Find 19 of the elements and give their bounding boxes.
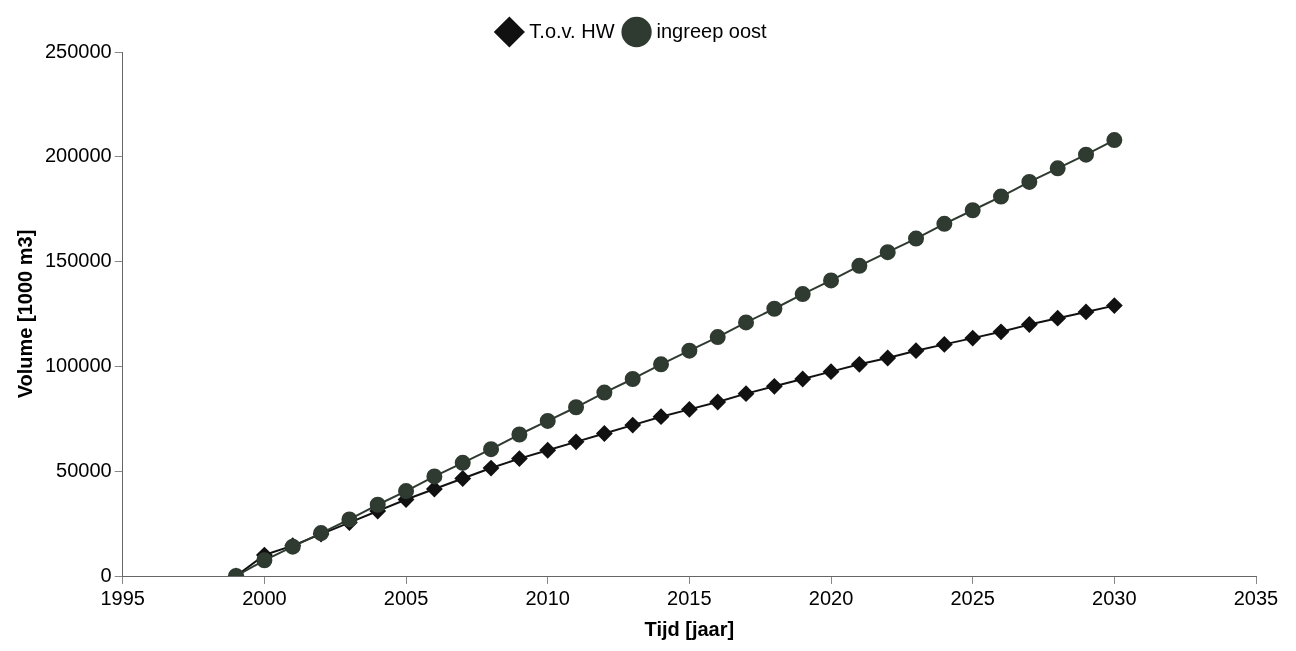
x-tick-label: 2025 (950, 586, 995, 609)
y-axis-title: Volume [1000 m3] (13, 229, 36, 399)
y-tick-label: 50000 (56, 458, 112, 481)
legend-label: ingreep oost (656, 19, 768, 42)
y-tick-label: 200000 (44, 144, 112, 167)
y-tick-label: 100000 (44, 353, 112, 376)
legend-label: T.o.v. HW (529, 19, 615, 42)
x-tick-label: 2010 (525, 586, 570, 609)
x-tick-label: 2020 (808, 586, 854, 609)
x-axis-title: Tijd [jaar] (644, 617, 735, 640)
y-tick-label: 150000 (44, 249, 112, 272)
x-tick-label: 2000 (242, 586, 287, 609)
y-tick-label: 250000 (44, 39, 112, 62)
x-tick-label: 2015 (667, 586, 712, 609)
x-tick-label: 2030 (1092, 586, 1137, 609)
x-tick-label: 1995 (100, 586, 145, 609)
y-tick-label: 0 (100, 563, 112, 586)
x-tick-label: 2035 (1233, 586, 1279, 609)
x-tick-label: 2005 (383, 586, 429, 609)
